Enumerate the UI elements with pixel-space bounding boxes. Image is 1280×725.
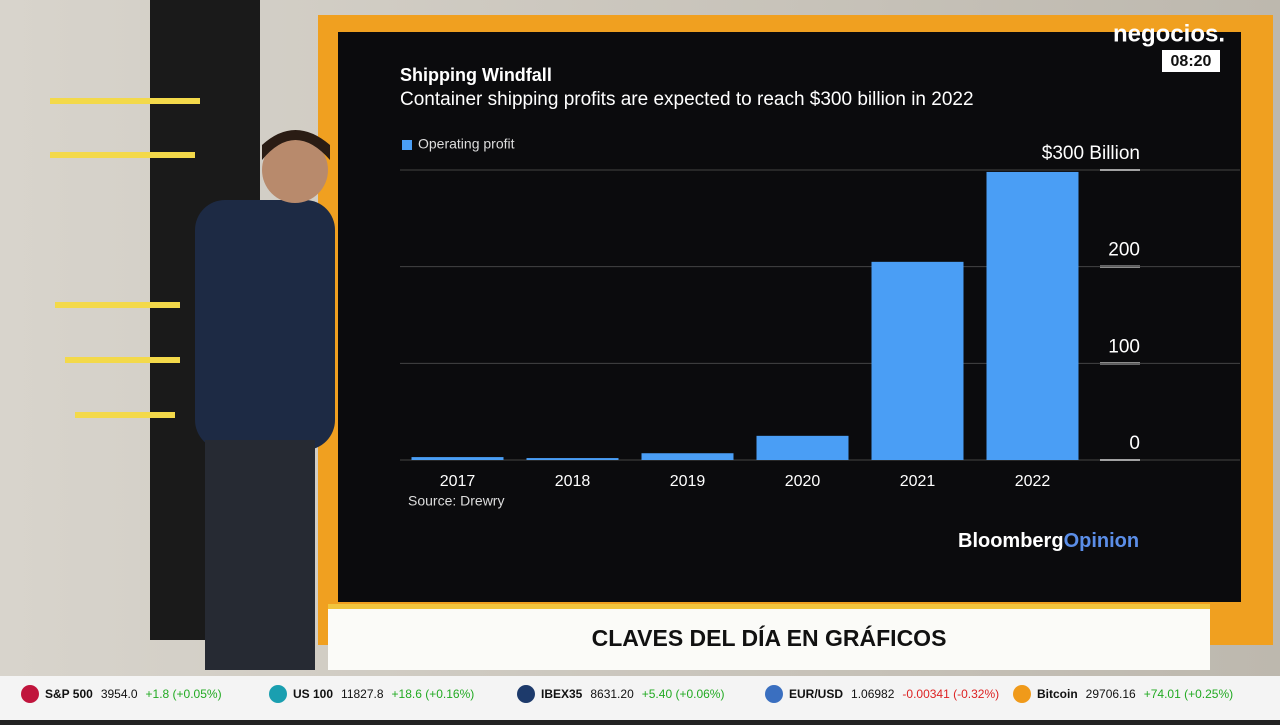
bar	[986, 171, 1079, 460]
lower-third	[328, 604, 1210, 670]
clock-box	[1162, 50, 1220, 72]
ticker-item: EUR/USD 1.06982 -0.00341 (-0.32%)	[789, 687, 999, 701]
ticker-value: 1.06982	[851, 687, 895, 701]
ticker-change: +1.8 (+0.05%)	[146, 687, 222, 701]
ticker-name: S&P 500	[45, 687, 93, 701]
x-tick-label: 2020	[785, 473, 821, 490]
presenter	[195, 130, 335, 670]
brand: BloombergOpinion	[958, 530, 1139, 552]
ticker-name: Bitcoin	[1037, 687, 1078, 701]
ticker-change: +74.01 (+0.25%)	[1144, 687, 1233, 701]
lower-third-text: CLAVES DEL DÍA EN GRÁFICOS	[592, 624, 947, 651]
clock: 08:20	[1171, 53, 1212, 70]
bar	[641, 453, 734, 460]
chart-source: Source: Drewry	[408, 493, 504, 509]
legend-swatch	[402, 140, 412, 150]
bar	[871, 261, 964, 460]
brand-sub: Opinion	[1064, 530, 1140, 552]
ticker-icon	[765, 685, 783, 703]
ticker-change: +18.6 (+0.16%)	[392, 687, 475, 701]
ticker-change: +5.40 (+0.06%)	[642, 687, 725, 701]
ticker-value: 11827.8	[341, 687, 384, 701]
ticker-item: US 100 11827.8 +18.6 (+0.16%)	[293, 687, 474, 701]
ticker-icon	[269, 685, 287, 703]
ticker-item: Bitcoin 29706.16 +74.01 (+0.25%)	[1037, 687, 1233, 701]
lower-third-accent	[328, 604, 1210, 609]
ticker-value: 29706.16	[1086, 687, 1136, 701]
ticker-value: 3954.0	[101, 687, 138, 701]
x-tick-label: 2017	[440, 473, 476, 490]
studio-lights	[50, 98, 200, 418]
ticker-icon	[1013, 685, 1031, 703]
ticker-name: US 100	[293, 687, 333, 701]
x-tick-label: 2018	[555, 473, 591, 490]
ticker-bar	[0, 676, 1280, 720]
brand-main: Bloomberg	[958, 530, 1064, 552]
ticker-item: IBEX35 8631.20 +5.40 (+0.06%)	[541, 687, 724, 701]
ticker-icon	[517, 685, 535, 703]
y-tick-label: 0	[1129, 433, 1140, 454]
ticker-name: EUR/USD	[789, 687, 843, 701]
ticker-change: -0.00341 (-0.32%)	[902, 687, 999, 701]
channel-logo: negocios.	[1113, 20, 1225, 47]
y-tick-label: 100	[1108, 336, 1140, 357]
x-tick-label: 2022	[1015, 473, 1051, 490]
legend-label: Operating profit	[418, 136, 515, 152]
ticker-value: 8631.20	[590, 687, 634, 701]
chart-subtitle: Container shipping profits are expected …	[400, 89, 974, 110]
ticker-icon	[21, 685, 39, 703]
ticker-item: S&P 500 3954.0 +1.8 (+0.05%)	[45, 687, 222, 701]
ticker-name: IBEX35	[541, 687, 583, 701]
chart-title: Shipping Windfall	[400, 65, 552, 85]
bar	[526, 458, 619, 460]
y-tick-label: $300 Billion	[1042, 143, 1140, 164]
chart: 0 100 200 $300 Billion Operating profit 2017 2…	[400, 136, 1240, 490]
screen	[338, 32, 1241, 602]
bar	[411, 457, 504, 460]
y-tick-label: 200	[1108, 240, 1140, 261]
x-tick-label: 2019	[670, 473, 706, 490]
x-tick-label: 2021	[900, 473, 936, 490]
bar	[756, 435, 849, 460]
ticker: S&P 500 3954.0 +1.8 (+0.05%) US 100 11827.8 +…	[21, 685, 1233, 703]
